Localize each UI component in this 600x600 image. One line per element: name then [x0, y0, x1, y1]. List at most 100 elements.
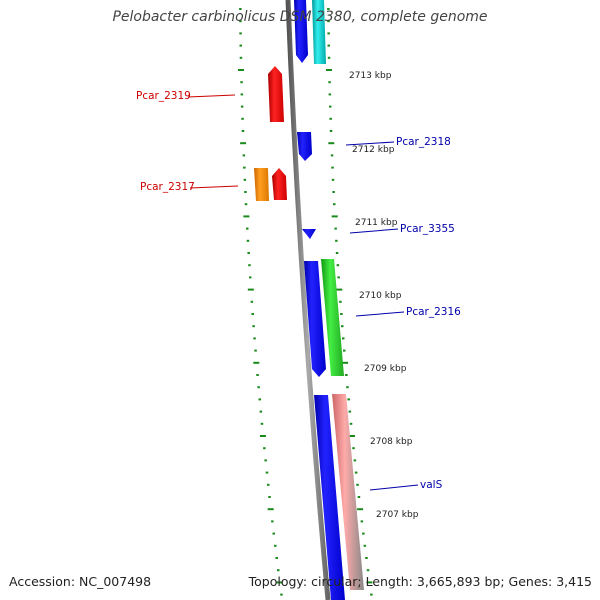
tick-mark [331, 166, 334, 169]
tick-mark [241, 130, 245, 132]
topology-text: Topology: circular; Length: 3,665,893 bp… [248, 574, 592, 589]
tick-mark [256, 374, 259, 376]
tick-mark [329, 105, 332, 108]
tick-mark [357, 496, 361, 498]
kbp-label: 2708 kbp [370, 437, 413, 447]
gene-arrow-pcar2319 [268, 66, 284, 122]
tick-mark [276, 581, 283, 584]
tick-mark [365, 557, 368, 559]
tick-mark [272, 532, 275, 535]
leader-pcar3355 [349, 228, 399, 234]
tick-mark [274, 544, 277, 547]
gene-label-pcar2319[interactable]: Pcar_2319 [136, 90, 191, 102]
tick-mark [277, 569, 280, 572]
tick-mark [329, 117, 332, 120]
tick-mark [336, 264, 340, 267]
tick-mark [250, 300, 254, 303]
label-leaders [187, 94, 419, 491]
leader-pcar2317 [189, 185, 239, 189]
gene-label-pcar2316[interactable]: Pcar_2316 [406, 306, 461, 318]
tick-mark [243, 166, 246, 169]
tick-mark [243, 215, 250, 218]
tick-mark [366, 569, 370, 572]
gene-label-pcar2317[interactable]: Pcar_2317 [140, 181, 195, 193]
tick-mark [335, 239, 338, 242]
tick-mark [239, 20, 242, 23]
tick-mark [370, 593, 373, 596]
gene-label-vals[interactable]: valS [420, 479, 443, 491]
tick-mark [239, 32, 242, 35]
tick-mark [244, 191, 247, 193]
kbp-label: 2709 kbp [364, 364, 407, 374]
gene-label-pcar3355[interactable]: Pcar_3355 [400, 223, 455, 235]
tick-mark [327, 56, 331, 59]
tick-mark [239, 8, 242, 10]
tick-mark [280, 593, 283, 596]
tick-mark [271, 520, 274, 523]
tick-mark [330, 154, 334, 157]
tick-mark [254, 349, 257, 352]
tick-mark [239, 56, 243, 59]
tick-mark [265, 471, 269, 474]
gene-arrow-pcar3355 [302, 229, 316, 239]
tick-mark [363, 544, 367, 547]
kbp-labels: 2713 kbp 2712 kbp 2711 kbp 2710 kbp 2709… [349, 71, 419, 520]
gene-arrow-blue-bottom [314, 395, 345, 600]
tick-mark [339, 300, 342, 303]
tick-mark [253, 361, 260, 364]
tick-mark [251, 313, 254, 315]
tick-mark [240, 93, 244, 96]
tick-mark [253, 337, 256, 340]
tick-mark [252, 325, 255, 328]
tick-mark [336, 288, 343, 291]
tick-mark [246, 227, 249, 230]
tick-mark [349, 422, 353, 425]
tick-mark [240, 142, 247, 145]
tick-mark [332, 191, 335, 193]
tick-mark [362, 532, 365, 535]
gene-arrow-pcar2316-green [321, 259, 344, 376]
gene-label-pcar2318[interactable]: Pcar_2318 [396, 136, 451, 148]
tick-mark [343, 349, 346, 352]
tick-mark [334, 227, 337, 230]
inner-tick-ring [238, 8, 283, 596]
gene-arrow-vals [332, 394, 364, 590]
tick-mark [348, 410, 352, 413]
tick-mark [267, 483, 270, 486]
tick-mark [328, 81, 331, 84]
tick-mark [366, 581, 373, 584]
tick-mark [243, 178, 247, 181]
tick-mark [326, 69, 332, 71]
gene-features [254, 0, 364, 600]
leader-pcar2319 [187, 94, 236, 98]
tick-mark [346, 386, 349, 389]
tick-mark [242, 154, 246, 157]
genome-backbone [285, 0, 331, 600]
tick-mark [360, 520, 364, 523]
tick-mark [331, 178, 335, 181]
tick-mark [357, 508, 364, 511]
tick-mark [327, 32, 330, 35]
tick-mark [267, 508, 274, 511]
leader-pcar2318 [345, 141, 395, 146]
tick-mark [260, 422, 264, 425]
kbp-label: 2713 kbp [349, 71, 392, 81]
kbp-label: 2707 kbp [376, 510, 419, 520]
tick-mark [340, 313, 343, 315]
tick-mark [337, 276, 340, 279]
tick-mark [244, 203, 248, 206]
tick-mark [246, 239, 250, 242]
tick-mark [354, 471, 358, 474]
tick-mark [327, 20, 330, 23]
tick-mark [258, 398, 261, 401]
tick-mark [328, 93, 332, 96]
accession-text: Accession: NC_007498 [9, 574, 152, 589]
tick-mark [249, 276, 252, 279]
tick-mark [264, 459, 267, 462]
tick-mark [353, 459, 357, 462]
tick-mark [275, 557, 278, 559]
kbp-label: 2712 kbp [352, 145, 395, 155]
tick-mark [331, 215, 338, 218]
tick-mark [259, 435, 266, 437]
tick-mark [328, 142, 335, 145]
